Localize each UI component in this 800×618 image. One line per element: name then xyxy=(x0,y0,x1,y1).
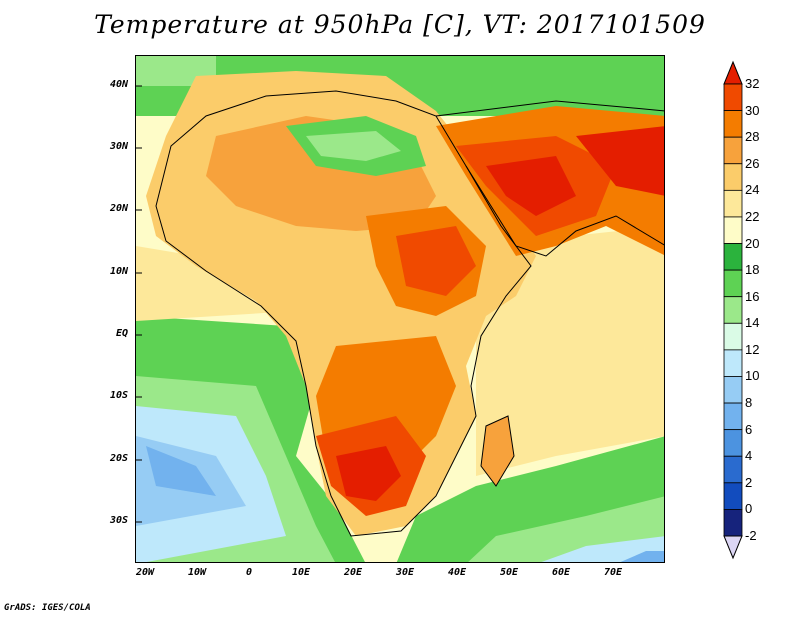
colorbar-swatch xyxy=(723,402,743,431)
colorbar-swatch xyxy=(723,110,743,138)
lat-label: 40N xyxy=(109,79,128,90)
colorbar-tick-label: -2 xyxy=(745,528,757,543)
colorbar-swatch xyxy=(723,216,743,244)
colorbar-tick-label: 30 xyxy=(745,102,760,118)
colorbar-tick-label: 6 xyxy=(745,421,753,437)
colorbar xyxy=(723,60,743,560)
colorbar-swatch xyxy=(723,269,743,298)
colorbar-swatch xyxy=(723,163,743,191)
map-panel xyxy=(135,55,665,563)
lat-label: 20N xyxy=(109,203,128,214)
lon-label: 20W xyxy=(135,567,155,578)
colorbar-swatch xyxy=(723,482,743,510)
colorbar-tick-label: 26 xyxy=(745,155,760,171)
colorbar-swatch xyxy=(723,189,743,218)
colorbar-swatch xyxy=(723,243,743,271)
chart-title: Temperature at 950hPa [C], VT: 201710150… xyxy=(94,10,706,39)
eurasia-coast xyxy=(435,100,664,117)
lat-label: 10N xyxy=(109,266,128,277)
lon-label: 20E xyxy=(343,567,363,578)
lon-label: 30E xyxy=(395,567,415,578)
lon-label: 40E xyxy=(447,567,467,578)
colorbar-swatch xyxy=(723,455,743,484)
colorbar-bottom-arrow xyxy=(723,535,743,560)
colorbar-tick-label: 4 xyxy=(745,448,753,464)
lat-label: 30S xyxy=(109,515,128,526)
lon-label: 10E xyxy=(291,567,311,578)
colorbar-tick-label: 2 xyxy=(745,474,753,490)
colorbar-swatch xyxy=(723,429,743,457)
lon-label: 10W xyxy=(187,567,207,578)
lat-label: 10S xyxy=(109,390,128,401)
colorbar-tick-label: 12 xyxy=(745,341,760,357)
arabia-coast xyxy=(465,165,664,257)
colorbar-tick-label: 28 xyxy=(745,129,760,145)
africa-coastline xyxy=(155,90,532,537)
colorbar-tick-label: 14 xyxy=(745,315,760,331)
lon-label: 70E xyxy=(603,567,623,578)
colorbar-tick-label: 20 xyxy=(745,235,760,251)
indian-ocean-warm xyxy=(476,226,664,476)
colorbar-tick-label: 8 xyxy=(745,395,753,411)
colorbar-top-arrow xyxy=(723,60,743,85)
temperature-map xyxy=(136,56,664,562)
colorbar-tick-label: 24 xyxy=(745,182,760,198)
colorbar-tick-label: 32 xyxy=(745,76,760,91)
colorbar-tick-label: 22 xyxy=(745,208,760,224)
lat-label: EQ xyxy=(115,328,128,339)
colorbar-swatch xyxy=(723,376,743,404)
colorbar-tick-label: 0 xyxy=(745,501,753,517)
lon-label: 0 xyxy=(245,567,253,578)
lon-label: 50E xyxy=(499,567,519,578)
colorbar-swatch xyxy=(723,322,743,351)
lon-label: 60E xyxy=(551,567,571,578)
colorbar-swatch xyxy=(723,509,743,537)
colorbar-swatch xyxy=(723,296,743,324)
lat-label: 30N xyxy=(109,141,128,152)
colorbar-swatch xyxy=(723,136,743,165)
colorbar-tick-label: 16 xyxy=(745,288,760,304)
footer-credit: GrADS: IGES/COLA xyxy=(4,603,91,613)
colorbar-swatch xyxy=(723,83,743,111)
colorbar-swatch xyxy=(723,349,743,377)
colorbar-tick-label: 18 xyxy=(745,262,760,278)
madagascar xyxy=(481,416,514,486)
axis-ticks xyxy=(136,85,142,523)
lat-label: 20S xyxy=(109,453,128,464)
colorbar-tick-label: 10 xyxy=(745,368,760,384)
